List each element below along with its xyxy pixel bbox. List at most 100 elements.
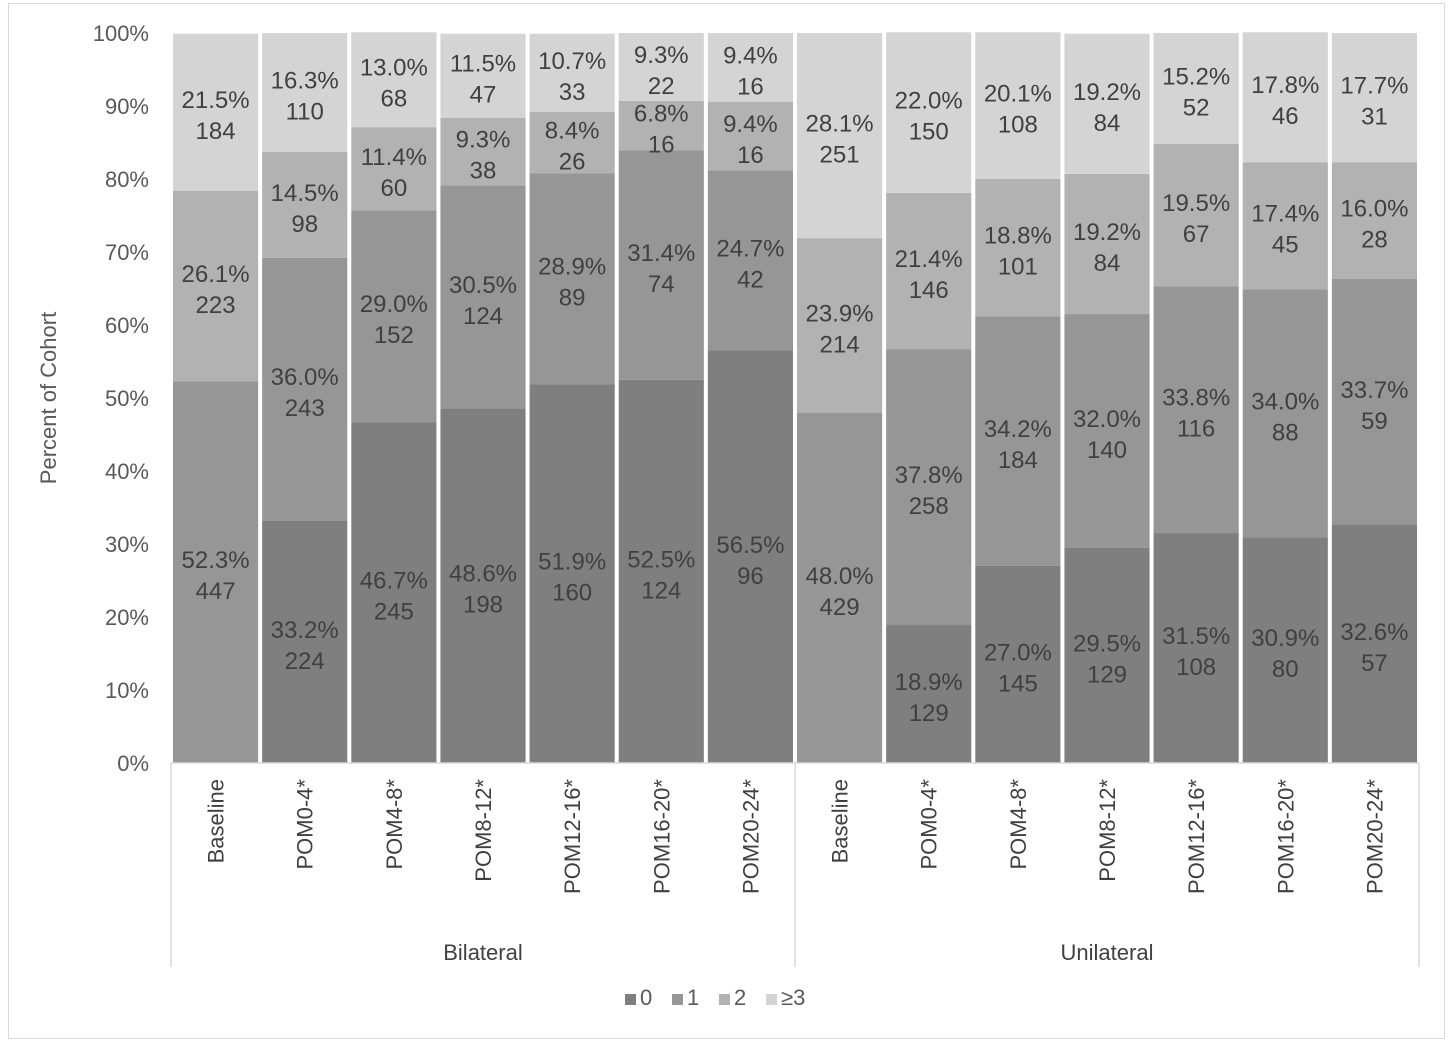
bar-segment-0 [529,384,615,763]
bar-segment-0 [618,379,704,763]
segment-percent-label: 17.4% [1251,201,1319,228]
segment-count-label: 80 [1272,656,1299,683]
y-tick-label: 30% [105,532,149,557]
segment-count-label: 124 [641,577,681,604]
segment-percent-label: 31.4% [627,240,695,267]
x-category-label: POM8-12* [471,779,496,882]
x-category-label: POM12-16* [1184,779,1209,894]
bar-segment-3plus [262,33,348,152]
segment-count-label: 129 [1087,661,1127,688]
segment-count-label: 88 [1272,419,1299,446]
segment-count-label: 152 [374,322,414,349]
bar-segment-2 [1153,143,1239,287]
segment-count-label: 150 [909,119,949,146]
x-category-label: POM0-4* [917,779,942,870]
segment-count-label: 84 [1094,250,1121,277]
y-tick-label: 100% [93,21,149,46]
segment-count-label: 74 [648,271,675,298]
chart-container: 0% 10% 20% 30% 40% 50% 60% 70% 80% 90% 100% Percent… [8,3,1445,1039]
x-group-label: Bilateral [443,940,522,965]
x-group-label: Unilateral [1061,940,1154,965]
x-category-label: Baseline [204,779,229,863]
bar-segment-2 [173,190,259,382]
x-category-label: POM20-24* [1362,779,1387,894]
x-category-label: POM8-12* [1095,779,1120,882]
segment-count-label: 96 [737,563,764,590]
segment-percent-label: 33.7% [1340,377,1408,404]
legend-label: ≥3 [781,985,805,1010]
segment-percent-label: 10.7% [538,48,606,75]
y-tick-label: 10% [105,678,149,703]
bar-segment-2 [1064,173,1150,315]
bar-segment-1 [886,349,972,626]
segment-count-label: 33 [559,79,586,106]
bar-segment-2 [1331,162,1417,280]
legend-swatch-1 [672,994,683,1005]
bar-segment-1 [529,173,615,385]
segment-percent-label: 30.5% [449,272,517,299]
segment-count-label: 67 [1183,221,1210,248]
x-category-label: POM0-4* [293,779,318,870]
segment-count-label: 31 [1361,104,1388,131]
bar-segment-1 [1064,314,1150,548]
segment-percent-label: 51.9% [538,549,606,576]
y-axis-title: Percent of Cohort [36,312,61,484]
bar-segment-3plus [886,32,972,193]
segment-count-label: 42 [737,266,764,293]
bar-segment-3plus [797,33,883,239]
segment-percent-label: 19.2% [1073,79,1141,106]
legend-swatch-2 [719,994,730,1005]
bar-segment-3plus [529,33,615,112]
segment-count-label: 60 [381,175,408,202]
segment-percent-label: 14.5% [271,180,339,207]
segment-count-label: 84 [1094,110,1121,137]
segment-count-label: 145 [998,670,1038,697]
bar-segment-0 [1064,547,1150,763]
bar-segment-1 [797,412,883,763]
segment-count-label: 26 [559,149,586,176]
legend-label: 1 [687,985,699,1010]
legend-swatch-0 [625,994,636,1005]
segment-count-label: 59 [1361,408,1388,435]
segment-count-label: 146 [909,277,949,304]
x-category-label: POM12-16* [560,779,585,894]
bar-segment-2 [797,238,883,413]
segment-percent-label: 9.3% [456,127,511,154]
segment-count-label: 68 [381,86,408,113]
bar-segment-3plus [173,33,259,191]
segment-count-label: 110 [286,98,324,125]
bar-segment-2 [529,111,615,174]
bar-segment-3plus [440,33,526,118]
bar-segment-3plus [351,32,437,128]
bar-segment-1 [975,316,1061,566]
bar-segment-2 [440,117,526,186]
stacked-bar-chart: 0% 10% 20% 30% 40% 50% 60% 70% 80% 90% 100% Percent… [36,21,1420,1010]
segment-count-label: 108 [1176,654,1216,681]
y-tick-label: 60% [105,313,149,338]
segment-percent-label: 33.8% [1162,385,1230,412]
segment-count-label: 140 [1087,437,1127,464]
y-tick-label: 0% [117,751,149,776]
segment-count-label: 224 [285,648,325,675]
segment-percent-label: 52.3% [182,547,250,574]
segment-percent-label: 18.8% [984,223,1052,250]
bar-segment-1 [1153,286,1239,534]
segment-percent-label: 11.5% [450,51,516,78]
bar-segment-2 [975,179,1061,317]
segment-percent-label: 21.4% [895,246,963,273]
bar-segment-3plus [618,33,704,101]
segment-percent-label: 29.5% [1073,630,1141,657]
bar-segment-1 [618,150,704,380]
bar-segment-1 [262,257,348,521]
x-category-label: POM4-8* [382,779,407,870]
segment-count-label: 447 [196,578,236,605]
segment-percent-label: 32.0% [1073,406,1141,433]
segment-count-label: 45 [1272,232,1299,259]
bar-segment-1 [351,210,437,423]
segment-percent-label: 16.0% [1340,196,1408,223]
y-tick-label: 90% [105,94,149,119]
x-category-label: POM20-24* [738,779,763,894]
segment-percent-label: 20.1% [984,81,1052,108]
bar-segment-2 [351,127,437,211]
bar-segment-0 [351,422,437,763]
